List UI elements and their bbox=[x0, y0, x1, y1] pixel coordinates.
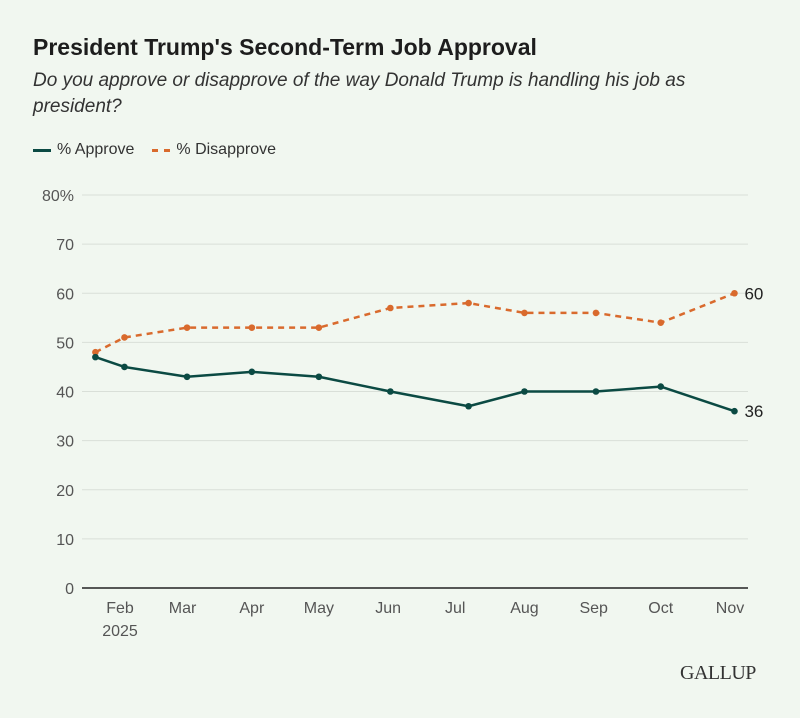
data-point-approve bbox=[465, 402, 472, 410]
data-point-disapprove bbox=[465, 299, 472, 307]
data-point-disapprove bbox=[657, 319, 665, 327]
series-line-disapprove bbox=[94, 292, 735, 354]
data-point-approve bbox=[92, 353, 99, 361]
data-point-disapprove bbox=[183, 324, 191, 331]
data-point-disapprove bbox=[92, 348, 99, 356]
y-tick-label: 0 bbox=[65, 581, 74, 598]
x-tick-label: Aug bbox=[510, 600, 538, 617]
data-point-approve bbox=[387, 388, 394, 395]
x-tick-label: Nov bbox=[716, 600, 744, 617]
y-tick-label: 70 bbox=[56, 237, 74, 254]
chart-title: President Trump's Second-Term Job Approv… bbox=[33, 34, 537, 60]
data-point-approve bbox=[121, 363, 128, 371]
data-point-disapprove bbox=[592, 309, 600, 317]
data-point-approve bbox=[657, 383, 665, 390]
y-tick-label: 60 bbox=[56, 286, 74, 303]
legend-label-disapprove: % Disapprove bbox=[176, 141, 276, 158]
legend-label-approve: % Approve bbox=[57, 141, 135, 158]
gallup-logo: GALLUP bbox=[680, 662, 756, 684]
y-tick-label: 30 bbox=[56, 434, 74, 451]
x-tick-label: May bbox=[304, 600, 334, 617]
data-point-approve bbox=[592, 388, 600, 395]
data-point-disapprove bbox=[387, 304, 394, 312]
x-tick-year-label: 2025 bbox=[102, 623, 138, 640]
x-tick-label: Apr bbox=[239, 600, 265, 617]
x-tick-label: Feb bbox=[106, 600, 134, 617]
data-point-disapprove bbox=[248, 324, 256, 331]
x-tick-label: Jul bbox=[445, 600, 465, 617]
end-label-disapprove: 60 bbox=[744, 284, 763, 303]
x-tick-label: Jun bbox=[375, 600, 401, 617]
series-line-approve bbox=[95, 355, 735, 413]
y-tick-label: 20 bbox=[56, 483, 74, 500]
data-point-approve bbox=[521, 388, 528, 395]
y-tick-label: 50 bbox=[56, 335, 74, 352]
y-tick-label: 40 bbox=[56, 385, 74, 402]
x-tick-label: Sep bbox=[579, 600, 608, 617]
x-tick-label: Oct bbox=[648, 600, 673, 617]
data-point-disapprove bbox=[731, 289, 738, 297]
x-tick-label: Mar bbox=[169, 600, 197, 617]
data-point-disapprove bbox=[521, 309, 528, 317]
legend-swatch-approve bbox=[33, 148, 51, 152]
data-point-disapprove bbox=[315, 324, 323, 331]
data-point-approve bbox=[731, 407, 738, 415]
data-point-disapprove bbox=[121, 334, 128, 341]
data-point-approve bbox=[248, 368, 256, 376]
legend: % Approve % Disapprove bbox=[33, 141, 276, 159]
y-tick-label: 80% bbox=[42, 188, 74, 205]
end-label-approve: 36 bbox=[744, 402, 763, 421]
chart-subtitle: Do you approve or disapprove of the way … bbox=[33, 70, 686, 117]
legend-swatch-disapprove bbox=[152, 148, 171, 152]
data-point-approve bbox=[183, 373, 191, 381]
legend-item-approve: % Approve bbox=[33, 141, 134, 159]
y-tick-label: 10 bbox=[56, 532, 74, 549]
data-point-approve bbox=[315, 373, 323, 381]
legend-item-disapprove: % Disapprove bbox=[152, 141, 276, 159]
